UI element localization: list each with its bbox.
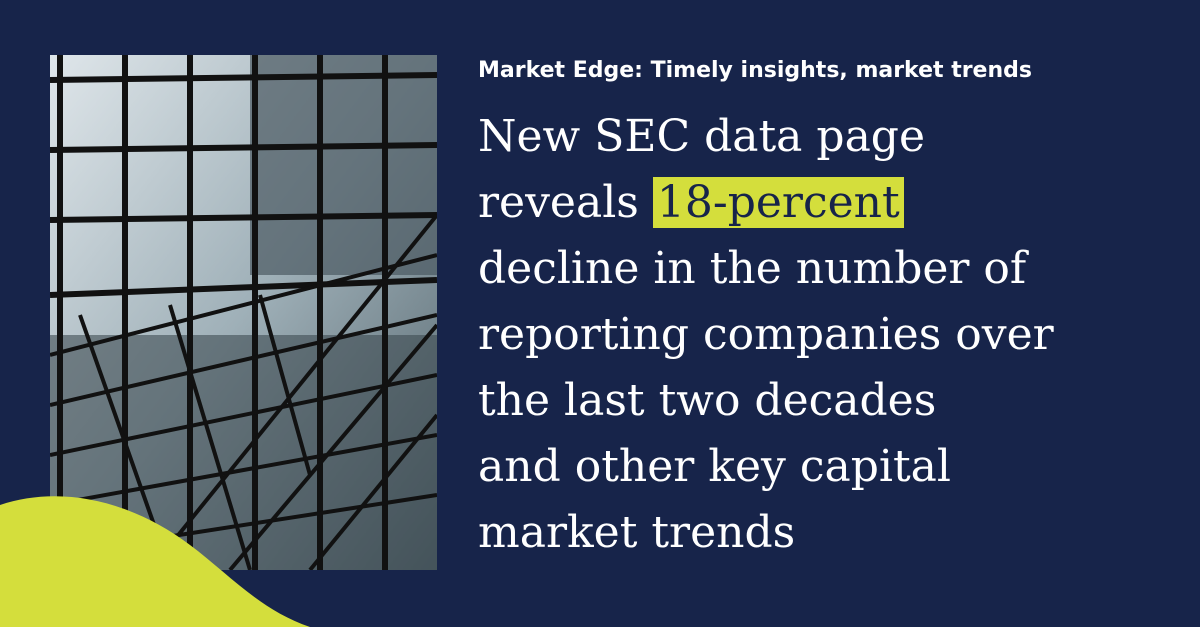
headline-highlight: 18-percent [652,177,904,228]
headline-line: the last two decades [478,375,937,426]
headline-line: reporting companies over [478,309,1054,360]
headline-line: market trends [478,507,796,558]
building-photo [50,55,437,570]
headline-line: New SEC data page [478,111,926,162]
headline: New SEC data page reveals 18-percent dec… [478,104,1054,566]
headline-line: and other key capital [478,441,951,492]
kicker: Market Edge: Timely insights, market tre… [478,58,1032,83]
headline-line: decline in the number of [478,243,1027,294]
headline-line: reveals 18-percent [478,170,1054,236]
headline-text: reveals [478,177,639,228]
